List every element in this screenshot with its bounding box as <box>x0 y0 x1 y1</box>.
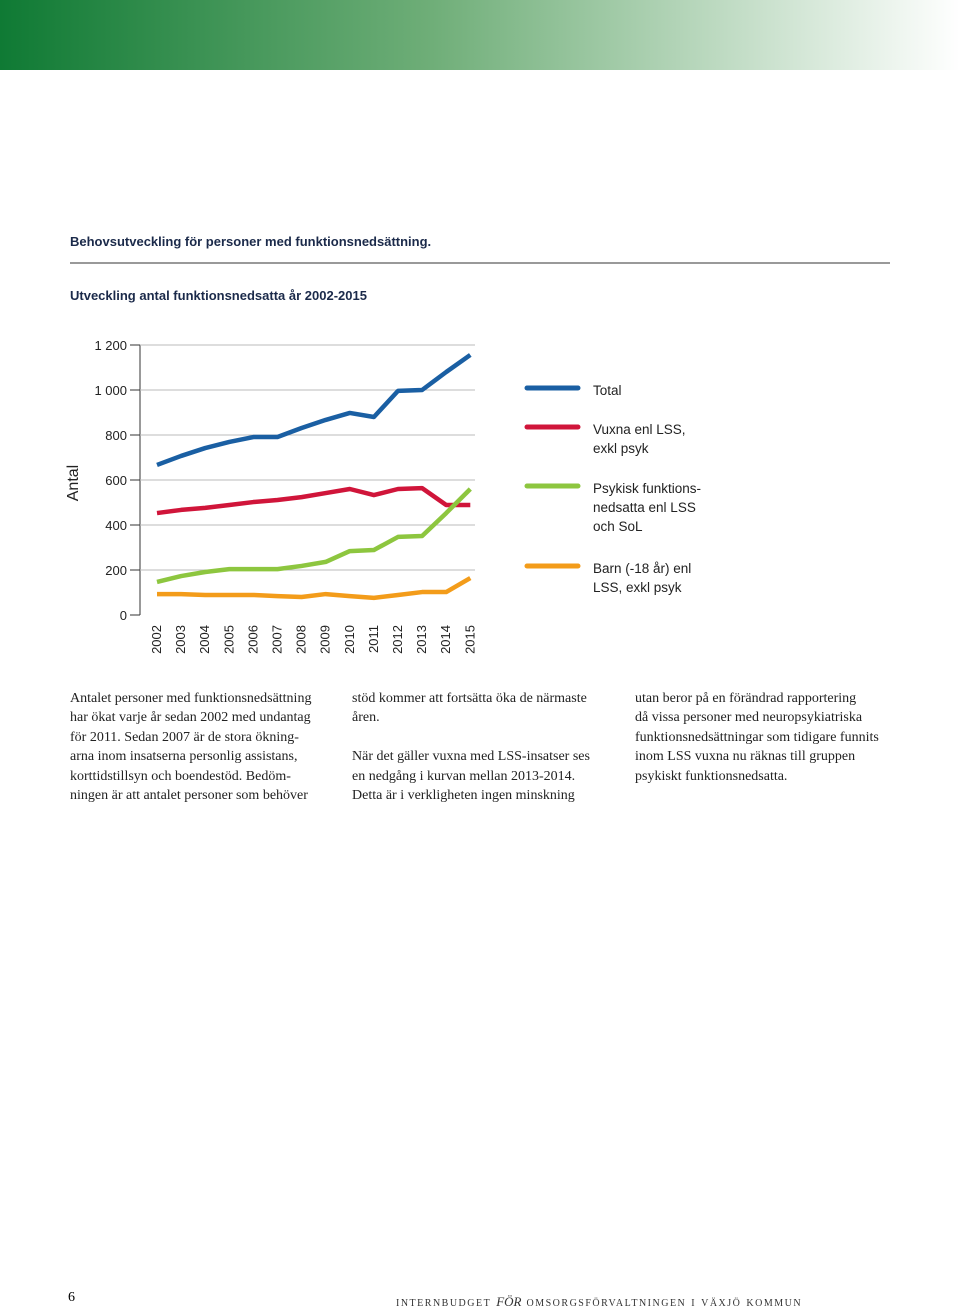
legend-label: Barn (-18 år) enl LSS, exkl psyk <box>593 561 692 595</box>
series-line <box>156 353 472 468</box>
y-tick-label: 200 <box>105 563 127 578</box>
series-line <box>156 485 471 516</box>
x-tick-label: 2007 <box>270 625 285 654</box>
x-tick-label: 2003 <box>173 625 188 654</box>
footer-text: omsorgsförvaltningen i växjö kommun <box>526 1295 803 1310</box>
page-number: 6 <box>68 1290 75 1305</box>
legend-label: Psykisk funktions- nedsatta enl LSS och … <box>593 481 702 534</box>
y-tick-label: 1 000 <box>94 383 127 398</box>
x-tick-label: 2015 <box>462 625 477 654</box>
legend-label: Vuxna enl LSS, exkl psyk <box>593 422 686 456</box>
x-tick-label: 2014 <box>438 625 453 654</box>
y-tick-label: 0 <box>120 608 127 623</box>
footer-text: internbudget <box>396 1295 492 1310</box>
body-column: Antalet personer med funktionsnedsättnin… <box>70 691 312 804</box>
y-tick-label: 600 <box>105 473 127 488</box>
footer-text: för <box>496 1290 522 1310</box>
legend-label: Total <box>593 383 622 398</box>
y-tick-label: 400 <box>105 518 127 533</box>
x-tick-label: 2002 <box>149 625 164 654</box>
y-tick-label: 1 200 <box>94 338 127 353</box>
page-title: Behovsutveckling för personer med funkti… <box>70 234 432 249</box>
x-tick-label: 2013 <box>414 625 429 654</box>
x-tick-label: 2009 <box>318 625 333 654</box>
x-tick-label: 2006 <box>245 625 260 654</box>
x-tick-label: 2008 <box>294 625 309 654</box>
x-tick-label: 2004 <box>197 625 212 654</box>
y-tick-label: 800 <box>105 428 127 443</box>
header-banner <box>0 0 960 70</box>
x-tick-label: 2010 <box>342 625 357 654</box>
series-line <box>156 487 472 585</box>
body-column: utan beror på en förändrad rapportering … <box>635 691 879 784</box>
x-tick-label: 2011 <box>366 625 381 653</box>
x-tick-label: 2012 <box>390 625 405 654</box>
footer: internbudget för omsorgsförvaltningen i … <box>396 1290 802 1311</box>
series-line <box>157 576 472 601</box>
y-axis-label: Antal <box>65 465 82 501</box>
x-tick-label: 2005 <box>221 625 236 654</box>
body-column: stöd kommer att fortsätta öka de närmast… <box>352 691 590 804</box>
chart-title: Utveckling antal funktionsnedsatta år 20… <box>70 288 367 303</box>
